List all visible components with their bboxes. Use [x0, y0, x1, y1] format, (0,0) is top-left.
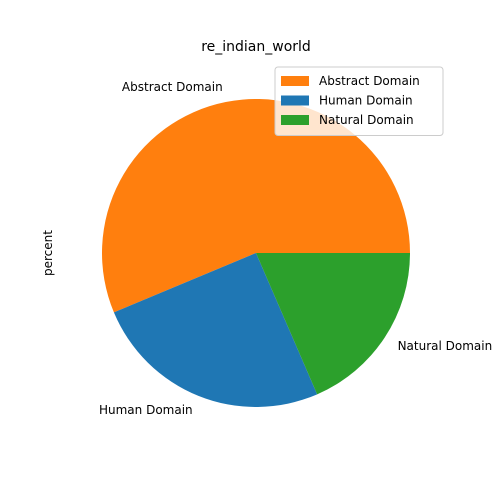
legend-label-abstract-domain: Abstract Domain — [319, 74, 420, 88]
y-axis-label: percent — [41, 230, 55, 276]
legend: Abstract Domain Human Domain Natural Domai… — [274, 66, 444, 136]
slice-label-human-domain: Human Domain — [99, 403, 193, 417]
pie-slice-natural-domain — [256, 253, 410, 395]
legend-swatch-human-domain — [281, 95, 309, 106]
slice-labels: Abstract Domain Human Domain Natural Domai… — [99, 80, 492, 417]
legend-swatch-abstract-domain — [281, 76, 309, 86]
pie-slices — [101, 98, 410, 407]
legend-label-human-domain: Human Domain — [319, 94, 413, 108]
pie-slice-abstract-domain — [101, 98, 410, 313]
slice-label-abstract-domain: Abstract Domain — [122, 80, 223, 94]
slice-label-natural-domain: Natural Domain — [398, 339, 493, 353]
legend-swatch-natural-domain — [281, 115, 309, 125]
pie-slice-human-domain — [113, 253, 318, 407]
legend-frame — [274, 66, 444, 136]
chart-title: re_indian_world — [201, 39, 311, 55]
legend-label-natural-domain: Natural Domain — [319, 113, 414, 127]
